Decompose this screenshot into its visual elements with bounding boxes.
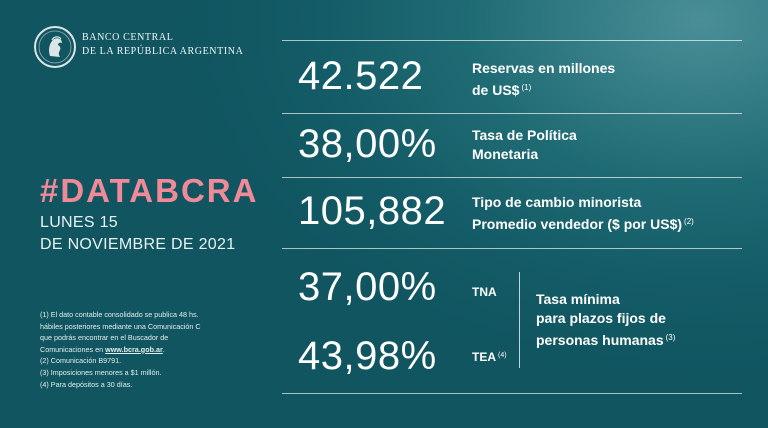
policy-rate-label-line2: Monetaria [472,146,539,162]
divider-2 [282,177,742,178]
policy-rate-value: 38,00% [298,122,437,166]
bcra-website-link[interactable]: www.bcra.gob.ar [105,344,163,354]
deposits-desc-line3: personas humanas (3) [536,328,675,350]
reserves-label-line2: de US$ (1) [472,78,615,100]
footnote-1-line3: que podrás encontrar en el Buscador de [40,333,169,343]
deposits-divider [519,272,520,368]
reserves-value: 42.522 [298,54,424,98]
policy-rate-label-line1: Tasa de Política [472,127,577,143]
divider-bottom [282,393,742,394]
date-weekday: LUNES 15 [40,214,118,231]
tna-value: 37,00% [298,265,437,309]
footnote-2: (2) Comunicación B9791. [40,356,122,366]
footnote-3: (3) Imposiciones menores a $1 millón. [40,367,162,377]
deposits-desc-note: (3) [665,333,676,342]
divider-1 [282,113,742,114]
exchange-rate-label: Tipo de cambio minorista Promedio vended… [472,193,694,234]
exchange-rate-label-line1: Tipo de cambio minorista [472,194,642,210]
effigy-icon [38,30,72,64]
bank-name-line1: BANCO CENTRAL [82,32,174,43]
deposits-description: Tasa mínima para plazos fijos de persona… [536,290,675,350]
reserves-note: (1) [521,83,532,92]
footnote-1-line4: Comunicaciones en www.bcra.gob.ar. [40,344,270,356]
tna-label: TNA [472,285,497,299]
tea-label: TEA (4) [472,350,507,364]
tea-label-text: TEA [472,350,496,364]
exchange-rate-label-unit: Promedio vendedor ($ por US$) [472,216,683,232]
bcra-seal-logo [34,26,76,68]
deposits-desc-line2: para plazos fijos de [536,310,666,326]
divider-top [282,40,742,41]
footnote-4: (4) Para depósitos a 30 días. [40,379,133,389]
policy-rate-label: Tasa de Política Monetaria [472,126,577,164]
hashtag-title: #DATABCRA [40,172,259,209]
tea-value: 43,98% [298,334,437,378]
footnotes: (1) El dato contable consolidado se publ… [40,309,270,390]
bank-name-line2: DE LA REPÚBLICA ARGENTINA [82,46,244,57]
reserves-label: Reservas en millones de US$ (1) [472,59,615,100]
exchange-rate-label-line2: Promedio vendedor ($ por US$) (2) [472,212,694,234]
date-full: DE NOVIEMBRE DE 2021 [40,236,236,253]
footnote-1-prefix: Comunicaciones en [40,344,106,354]
deposits-desc-line3-text: personas humanas [536,332,664,348]
reserves-label-line1: Reservas en millones [472,60,616,76]
tea-note: (4) [498,352,507,359]
exchange-rate-value: 105,882 [298,189,447,233]
footnote-1-line1: (1) El dato contable consolidado se publ… [40,310,199,319]
reserves-label-unit: de US$ [472,82,520,98]
divider-3 [282,248,742,249]
footnote-1-suffix: . [162,344,165,354]
exchange-rate-note: (2) [684,217,694,226]
deposits-desc-line1: Tasa mínima [536,291,620,307]
footnote-1-line2: hábiles posteriores mediante una Comunic… [40,321,201,331]
